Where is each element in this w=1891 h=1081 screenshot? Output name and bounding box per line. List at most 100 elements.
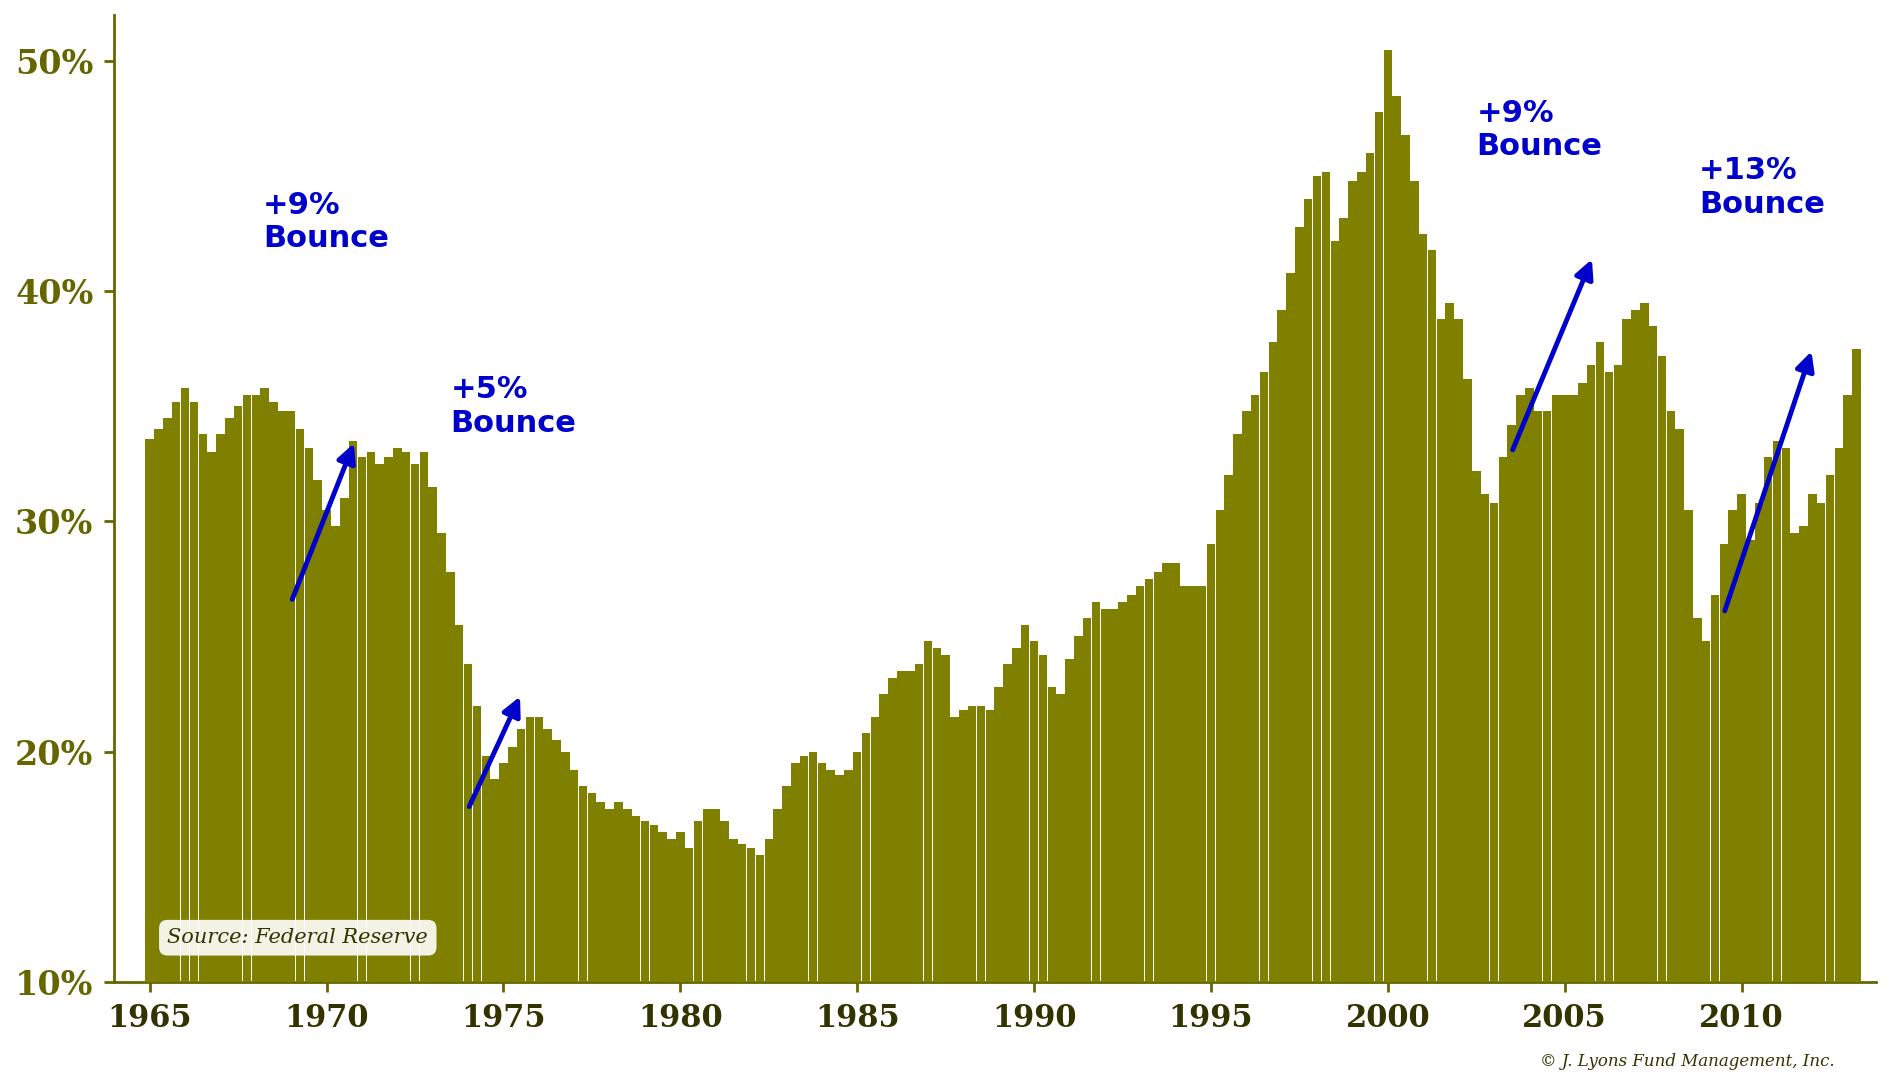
Bar <box>747 849 755 982</box>
Bar <box>172 402 180 982</box>
Bar <box>896 671 906 982</box>
Bar <box>1384 50 1392 982</box>
Bar <box>1517 395 1524 982</box>
Bar <box>216 433 225 982</box>
Bar <box>1579 384 1587 982</box>
Bar <box>1481 494 1490 982</box>
Bar <box>879 694 889 982</box>
Bar <box>516 729 526 982</box>
Bar <box>1305 199 1312 982</box>
Bar <box>1781 448 1791 982</box>
Bar <box>287 411 295 982</box>
Bar <box>1632 309 1639 982</box>
Bar <box>552 740 562 982</box>
Bar <box>1639 303 1649 982</box>
Bar <box>809 751 817 982</box>
Bar <box>278 411 287 982</box>
Bar <box>889 678 896 982</box>
Bar <box>605 809 615 982</box>
Bar <box>146 439 153 982</box>
Bar <box>1136 586 1144 982</box>
Bar <box>1587 365 1596 982</box>
Bar <box>1012 648 1021 982</box>
Bar <box>1038 655 1048 982</box>
Bar <box>800 757 807 982</box>
Bar <box>1755 503 1764 982</box>
Bar <box>1189 586 1197 982</box>
Bar <box>790 763 800 982</box>
Bar <box>579 786 588 982</box>
Bar <box>242 395 252 982</box>
Bar <box>269 402 278 982</box>
Text: +13%
Bounce: +13% Bounce <box>1700 157 1825 219</box>
Bar <box>1365 154 1375 982</box>
Bar <box>393 448 401 982</box>
Bar <box>932 648 942 982</box>
Bar <box>473 706 480 982</box>
Bar <box>1004 664 1012 982</box>
Bar <box>1445 303 1454 982</box>
Bar <box>456 625 463 982</box>
Bar <box>1798 526 1808 982</box>
Bar <box>357 457 367 982</box>
Bar <box>1154 572 1163 982</box>
Bar <box>764 839 773 982</box>
Bar <box>208 452 216 982</box>
Bar <box>959 710 968 982</box>
Bar <box>1719 545 1728 982</box>
Bar <box>420 452 427 982</box>
Bar <box>1692 618 1702 982</box>
Bar <box>1596 342 1604 982</box>
Bar <box>1057 694 1065 982</box>
Bar <box>499 763 507 982</box>
Bar <box>1464 378 1471 982</box>
Bar <box>1295 227 1303 982</box>
Bar <box>1358 172 1365 982</box>
Text: +5%
Bounce: +5% Bounce <box>450 375 577 438</box>
Bar <box>649 825 658 982</box>
Bar <box>1031 641 1038 982</box>
Bar <box>482 757 490 982</box>
Bar <box>1827 476 1834 982</box>
Bar <box>1649 325 1657 982</box>
Bar <box>1745 539 1755 982</box>
Bar <box>1853 349 1861 982</box>
Bar <box>703 809 711 982</box>
Bar <box>234 406 242 982</box>
Bar <box>1471 470 1481 982</box>
Bar <box>1658 356 1666 982</box>
Bar <box>632 816 641 982</box>
Bar <box>677 832 685 982</box>
Bar <box>783 786 790 982</box>
Bar <box>1091 602 1101 982</box>
Bar <box>978 706 985 982</box>
Bar <box>182 388 189 982</box>
Bar <box>1543 411 1551 982</box>
Bar <box>1348 181 1356 982</box>
Bar <box>694 820 702 982</box>
Bar <box>596 802 605 982</box>
Bar <box>446 572 454 982</box>
Bar <box>843 770 853 982</box>
Bar <box>1375 111 1382 982</box>
Bar <box>1764 457 1772 982</box>
Bar <box>1118 602 1127 982</box>
Bar <box>1074 637 1082 982</box>
Bar <box>304 448 314 982</box>
Bar <box>1808 494 1817 982</box>
Bar <box>862 733 870 982</box>
Bar <box>1711 595 1719 982</box>
Bar <box>295 429 304 982</box>
Bar <box>906 671 915 982</box>
Bar <box>1772 441 1781 982</box>
Bar <box>915 664 923 982</box>
Bar <box>1411 181 1418 982</box>
Bar <box>1454 319 1464 982</box>
Bar <box>1206 545 1216 982</box>
Bar <box>1622 319 1630 982</box>
Bar <box>1048 688 1055 982</box>
Bar <box>668 839 675 982</box>
Bar <box>1702 641 1711 982</box>
Bar <box>1233 433 1242 982</box>
Bar <box>836 775 843 982</box>
